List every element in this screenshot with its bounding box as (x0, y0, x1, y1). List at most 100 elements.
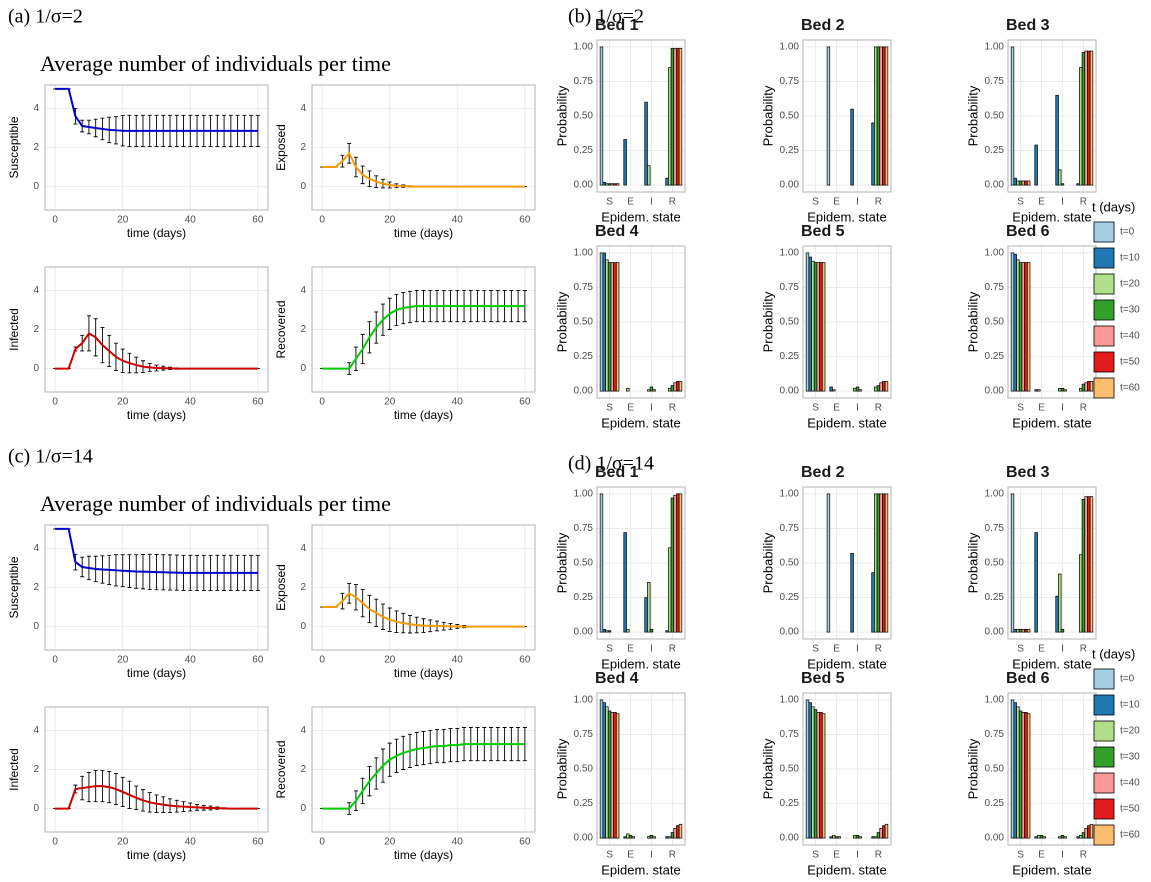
x-tick-label: E (833, 850, 840, 861)
x-tick-label: E (627, 644, 634, 655)
bar (644, 597, 648, 633)
x-axis-label: time (days) (394, 408, 453, 422)
panel-frame (1007, 39, 1097, 193)
x-tick-label: I (1061, 197, 1064, 208)
panel-frame (44, 266, 269, 393)
bar (1076, 183, 1080, 186)
legend-key (1093, 824, 1115, 846)
x-tick-label: I (650, 197, 653, 208)
bar (613, 711, 617, 839)
bar (884, 493, 889, 633)
x-tick-label: 0 (52, 215, 58, 226)
panel-frame (44, 84, 269, 211)
bar (1026, 628, 1031, 633)
bar (1034, 836, 1038, 839)
y-tick-label: 2 (300, 324, 306, 335)
bar (821, 713, 826, 839)
bar (678, 381, 683, 392)
bar (855, 834, 860, 839)
bar (673, 828, 677, 839)
bar (668, 547, 672, 633)
bar (668, 67, 672, 186)
bar (1024, 262, 1028, 392)
bar (1013, 628, 1017, 633)
bar (1081, 52, 1086, 186)
y-tick-label: 0.50 (574, 317, 594, 328)
bar (665, 630, 669, 633)
bar (1060, 834, 1065, 839)
y-axis-label: Recovered (274, 300, 288, 358)
x-tick-label: I (650, 850, 653, 861)
y-tick-label: 0.25 (780, 592, 800, 603)
x-tick-label: 40 (185, 655, 197, 666)
x-tick-label: 40 (185, 837, 197, 848)
bar (1079, 554, 1083, 633)
y-tick-label: 0.00 (574, 180, 594, 191)
legend-label: t=10 (1120, 253, 1140, 264)
bar (1013, 702, 1017, 839)
y-axis-label: Probability (965, 532, 980, 593)
bar (678, 493, 683, 633)
series-line (322, 743, 525, 810)
bar (670, 497, 675, 633)
bar (605, 630, 609, 633)
y-tick-label: 0.50 (780, 764, 800, 775)
y-tick-label: 0.00 (574, 833, 594, 844)
bar (1087, 825, 1091, 839)
facet-title: Bed 6 (1006, 670, 1050, 687)
error-bar (255, 114, 260, 147)
legend-key (1093, 221, 1115, 243)
legend-label: t=30 (1120, 752, 1140, 763)
x-tick-label: E (833, 197, 840, 208)
series-line (322, 151, 525, 188)
bar (1024, 180, 1028, 186)
y-tick-label: 0.25 (985, 351, 1005, 362)
bar (874, 46, 878, 186)
y-tick-label: 0.00 (780, 180, 800, 191)
x-tick-label: I (650, 644, 653, 655)
bar (1060, 387, 1065, 392)
panel-frame (596, 39, 686, 193)
y-tick-label: 0.00 (574, 386, 594, 397)
bar (876, 832, 881, 839)
y-tick-label: 0.00 (780, 386, 800, 397)
bar (879, 828, 883, 839)
y-tick-label: 0.75 (985, 729, 1005, 740)
bar (874, 836, 878, 839)
y-tick-label: 0.50 (985, 111, 1005, 122)
x-tick-label: I (1061, 403, 1064, 414)
legend-label: t=30 (1120, 305, 1140, 316)
y-tick-label: 0.75 (574, 76, 594, 87)
bar (602, 252, 606, 392)
bar (1042, 836, 1046, 839)
x-tick-label: 0 (319, 215, 325, 226)
bar (879, 46, 883, 186)
legend-key (1093, 325, 1115, 347)
x-tick-label: 0 (319, 837, 325, 848)
bar (607, 262, 612, 392)
bar (808, 256, 812, 392)
bar (826, 493, 831, 633)
bar (613, 183, 617, 186)
y-tick-label: 1.00 (780, 248, 800, 259)
x-tick-label: S (1017, 850, 1024, 861)
panel-frame (44, 706, 269, 833)
y-tick-label: 0.50 (574, 558, 594, 569)
x-tick-label: I (856, 644, 859, 655)
legend-label: t=0 (1120, 227, 1135, 238)
x-tick-label: I (856, 197, 859, 208)
facet-title: Bed 5 (801, 670, 845, 687)
bar (649, 628, 654, 633)
x-tick-label: 60 (519, 215, 531, 226)
y-tick-label: 4 (33, 285, 39, 296)
error-bar (522, 289, 527, 323)
bar (850, 552, 854, 633)
bar (1039, 834, 1044, 839)
legend-key (1093, 247, 1115, 269)
x-axis-label: Epidem. state (601, 415, 681, 430)
x-tick-label: R (1080, 403, 1087, 414)
x-tick-label: 20 (117, 215, 129, 226)
y-tick-label: 0.25 (985, 798, 1005, 809)
panel-frame (311, 706, 536, 833)
y-tick-label: 1.00 (574, 42, 594, 53)
